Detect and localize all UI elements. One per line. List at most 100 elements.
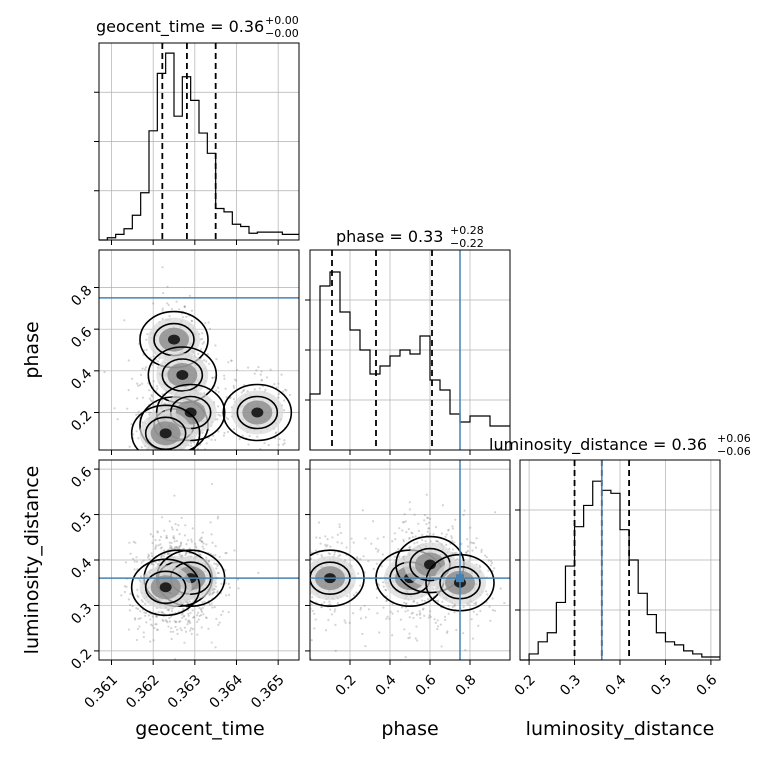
scatter-ld-vs-geocent-time-sample-point: [201, 606, 204, 610]
scatter-phase-vs-geocent-time-sample-point: [155, 465, 157, 467]
scatter-ld-vs-phase-sample-point: [429, 610, 432, 613]
scatter-ld-vs-phase-sample-point: [466, 545, 470, 548]
scatter-phase-vs-geocent-time-sample-point: [232, 427, 236, 431]
scatter-ld-vs-phase-sample-point: [471, 541, 474, 544]
scatter-ld-vs-phase-sample-point: [443, 615, 447, 618]
scatter-phase-vs-geocent-time-sample-point: [232, 386, 236, 389]
scatter-ld-vs-geocent-time-sample-point: [154, 561, 157, 564]
scatter-ld-vs-phase-sample-point: [432, 588, 435, 591]
scatter-ld-vs-phase-sample-point: [432, 533, 435, 536]
scatter-ld-vs-phase-sample-point: [324, 543, 327, 546]
scatter-ld-vs-phase-sample-point: [348, 621, 351, 624]
hist-luminosity-distance-xtick-label-4: 0.6: [694, 672, 721, 699]
scatter-ld-vs-geocent-time-sample-point: [155, 623, 158, 626]
scatter-ld-vs-geocent-time-sample-point: [149, 640, 152, 643]
scatter-ld-vs-geocent-time-sample-point: [172, 536, 175, 540]
scatter-ld-vs-phase-sample-point: [469, 526, 472, 529]
scatter-ld-vs-phase-sample-point: [436, 540, 439, 543]
scatter-ld-vs-phase-sample-point: [408, 508, 411, 511]
scatter-ld-vs-phase-sample-point: [394, 538, 397, 541]
scatter-ld-vs-geocent-time-sample-point: [187, 620, 190, 624]
scatter-ld-vs-geocent-time-sample-point: [175, 528, 179, 531]
scatter-ld-vs-geocent-time-sample-point: [155, 544, 158, 547]
scatter-ld-vs-geocent-time-sample-point: [145, 621, 148, 624]
scatter-ld-vs-geocent-time-sample-point: [183, 641, 186, 644]
scatter-ld-vs-phase-sample-point: [408, 546, 411, 549]
scatter-ld-vs-geocent-time-sample-point: [180, 541, 183, 544]
scatter-ld-vs-geocent-time-sample-point: [154, 623, 157, 626]
scatter-ld-vs-phase-sample-point: [388, 617, 391, 620]
scatter-phase-vs-geocent-time-sample-point: [145, 338, 148, 341]
scatter-ld-vs-phase-sample-point: [376, 612, 379, 615]
scatter-ld-vs-phase-sample-point: [428, 532, 431, 535]
scatter-ld-vs-phase-truth-marker: [456, 574, 464, 583]
scatter-phase-vs-geocent-time-sample-point: [207, 321, 210, 324]
scatter-ld-vs-phase-sample-point: [478, 566, 482, 569]
scatter-ld-vs-geocent-time-sample-point: [167, 625, 170, 628]
scatter-ld-vs-phase-sample-point: [352, 541, 355, 544]
scatter-phase-vs-geocent-time-sample-point: [200, 337, 204, 341]
scatter-ld-vs-phase-sample-point: [420, 538, 424, 542]
scatter-ld-vs-phase-sample-point: [474, 602, 477, 606]
scatter-ld-vs-phase-sample-point: [436, 599, 440, 602]
scatter-ld-vs-geocent-time-sample-point: [189, 621, 192, 624]
scatter-ld-vs-geocent-time-sample-point: [134, 617, 137, 620]
scatter-ld-vs-geocent-time-sample-point: [214, 544, 217, 548]
scatter-ld-vs-geocent-time-sample-point: [185, 600, 189, 603]
scatter-ld-vs-phase-sample-point: [411, 532, 414, 535]
scatter-ld-vs-phase-sample-point: [474, 546, 478, 549]
scatter-phase-vs-geocent-time-sample-point: [162, 292, 165, 295]
scatter-ld-vs-geocent-time-sample-point: [169, 630, 172, 633]
scatter-ld-vs-phase-sample-point: [427, 527, 430, 530]
scatter-ld-vs-phase-sample-point: [403, 513, 406, 516]
scatter-phase-vs-geocent-time-sample-point: [183, 305, 186, 308]
scatter-ld-vs-phase-sample-point: [327, 552, 330, 555]
scatter-phase-vs-geocent-time-sample-point: [277, 396, 280, 399]
scatter-ld-vs-phase-sample-point: [350, 537, 353, 540]
scatter-ld-vs-phase-sample-point: [359, 584, 362, 587]
scatter-ld-vs-phase-sample-point: [352, 612, 355, 615]
scatter-ld-vs-geocent-time-sample-point: [187, 614, 190, 617]
scatter-ld-vs-geocent-time-sample-point: [173, 546, 177, 549]
scatter-ld-vs-geocent-time-sample-point: [178, 533, 181, 536]
scatter-ld-vs-phase-sample-point: [393, 555, 396, 558]
scatter-ld-vs-phase-sample-point: [419, 616, 422, 620]
scatter-ld-vs-phase-sample-point: [317, 521, 321, 524]
scatter-ld-vs-phase-sample-point: [426, 598, 430, 601]
scatter-ld-vs-phase-sample-point: [310, 603, 313, 606]
scatter-phase-vs-geocent-time-contour-inner-4: [144, 416, 187, 450]
scatter-phase-vs-geocent-time-sample-point: [246, 390, 249, 393]
scatter-phase-vs-geocent-time-sample-point: [204, 322, 207, 325]
scatter-phase-vs-geocent-time-sample-point: [188, 452, 190, 454]
scatter-ld-vs-geocent-time-sample-point: [132, 540, 135, 544]
scatter-phase-vs-geocent-time-sample-point: [230, 359, 233, 362]
scatter-ld-vs-geocent-time-sample-point: [225, 594, 228, 597]
scatter-ld-vs-geocent-time-sample-point: [135, 556, 138, 559]
scatter-ld-vs-geocent-time-sample-point: [215, 563, 218, 566]
scatter-ld-vs-geocent-time-sample-point: [175, 663, 177, 665]
scatter-ld-vs-geocent-time-sample-point: [135, 560, 139, 563]
scatter-ld-vs-phase-sample-point: [427, 616, 431, 619]
scatter-ld-vs-geocent-time-sample-point: [150, 562, 153, 565]
scatter-phase-vs-geocent-time-sample-point: [176, 454, 178, 456]
scatter-ld-vs-geocent-time-sample-point: [176, 546, 179, 550]
scatter-ld-vs-geocent-time-sample-point: [214, 585, 218, 588]
scatter-ld-vs-geocent-time-sample-point: [180, 613, 183, 616]
scatter-ld-vs-geocent-time-sample-point: [199, 537, 202, 540]
scatter-phase-vs-geocent-time-sample-point: [264, 388, 267, 391]
scatter-ld-vs-geocent-time-sample-point: [200, 609, 203, 612]
scatter-ld-vs-geocent-time-sample-point: [217, 515, 220, 518]
hist-geocent-time-step-line: [99, 52, 299, 241]
scatter-phase-vs-geocent-time-sample-point: [226, 430, 230, 434]
scatter-ld-vs-phase-sample-point: [447, 604, 450, 608]
scatter-phase-vs-geocent-time-sample-point: [232, 398, 236, 401]
scatter-phase-vs-geocent-time-sample-point: [206, 353, 209, 356]
scatter-ld-vs-geocent-time-sample-point: [198, 539, 201, 542]
scatter-ld-vs-phase-sample-point: [363, 604, 366, 607]
scatter-ld-vs-phase-sample-point: [448, 547, 451, 550]
scatter-ld-vs-geocent-time-sample-point: [213, 588, 216, 591]
scatter-ld-vs-phase-sample-point: [490, 561, 494, 565]
scatter-ld-vs-phase-sample-point: [401, 521, 404, 524]
scatter-phase-vs-geocent-time-sample-point: [138, 383, 142, 387]
scatter-ld-vs-phase-sample-point: [307, 567, 309, 569]
